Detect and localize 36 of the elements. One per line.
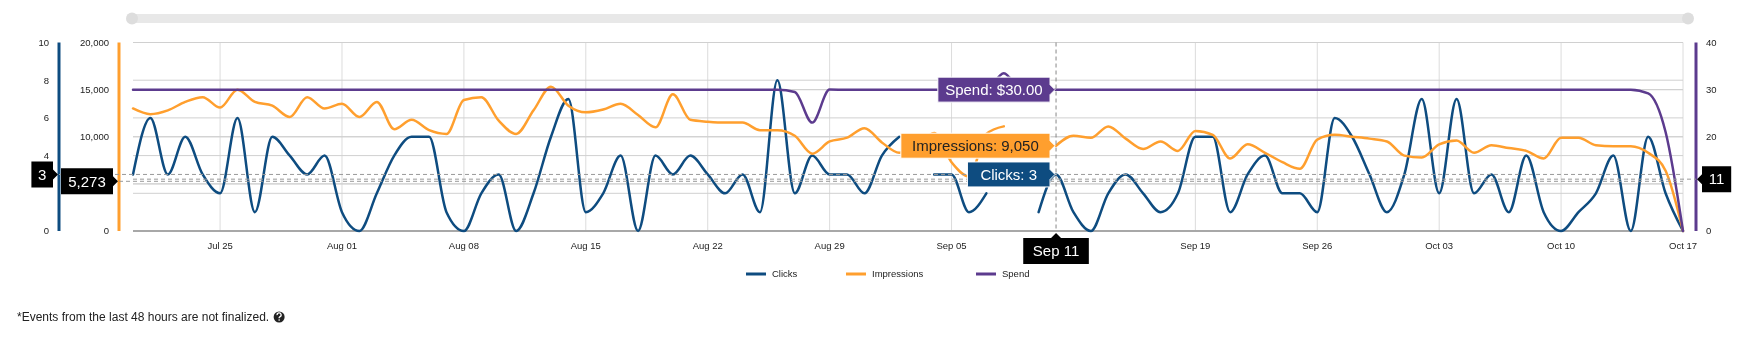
- x-tick-label: Aug 08: [448, 240, 479, 252]
- legend-label: Spend: [1002, 268, 1030, 280]
- y3-tick-label: 30: [1706, 83, 1717, 95]
- y-tick-label: 8: [43, 74, 49, 86]
- data-label: Clicks: 3: [980, 165, 1038, 183]
- y-tick-label: 4: [43, 149, 49, 161]
- text: *Events from the last 48 hours are not finalized.: [17, 310, 270, 325]
- y3-tick-label: 40: [1706, 36, 1717, 48]
- x-tick-label: Jul 25: [207, 240, 233, 252]
- x-tick-label: Aug 15: [570, 240, 601, 252]
- y2-tick-label: 10,000: [79, 131, 109, 143]
- x-tick-label: Oct 17: [1669, 240, 1697, 252]
- legend-label: Clicks: [772, 268, 798, 280]
- ref-line-label: 5,273: [68, 172, 106, 190]
- x-tick-label: Aug 22: [692, 240, 723, 252]
- x-tick-label: Sep 19: [1180, 240, 1211, 252]
- x-tick-label: Oct 03: [1425, 240, 1454, 252]
- ref-line-label: Sep 11: [1032, 242, 1080, 260]
- data-label: Impressions: 9,050: [912, 136, 1039, 154]
- y2-tick-label: 20,000: [79, 36, 109, 48]
- x-tick-label: Aug 29: [814, 240, 845, 252]
- y2-tick-label: 15,000: [79, 83, 109, 95]
- x-tick-label: Sep 05: [936, 240, 967, 252]
- y-tick-label: 0: [43, 225, 49, 237]
- x-tick-label: Sep 26: [1302, 240, 1333, 252]
- legend-label: Impressions: [872, 268, 924, 280]
- x-tick-label: Aug 01: [326, 240, 358, 252]
- data-label: Spend: $30.00: [945, 80, 1043, 98]
- ref-line-label: 3: [38, 165, 47, 183]
- y-tick-label: 10: [38, 36, 49, 48]
- x-tick-label: Oct 10: [1547, 240, 1576, 252]
- y3-tick-label: 0: [1706, 225, 1712, 237]
- y2-tick-label: 0: [103, 225, 109, 237]
- y3-tick-label: 20: [1706, 131, 1717, 143]
- y-tick-label: 6: [43, 112, 49, 124]
- ref-line-label: 11: [1708, 170, 1725, 188]
